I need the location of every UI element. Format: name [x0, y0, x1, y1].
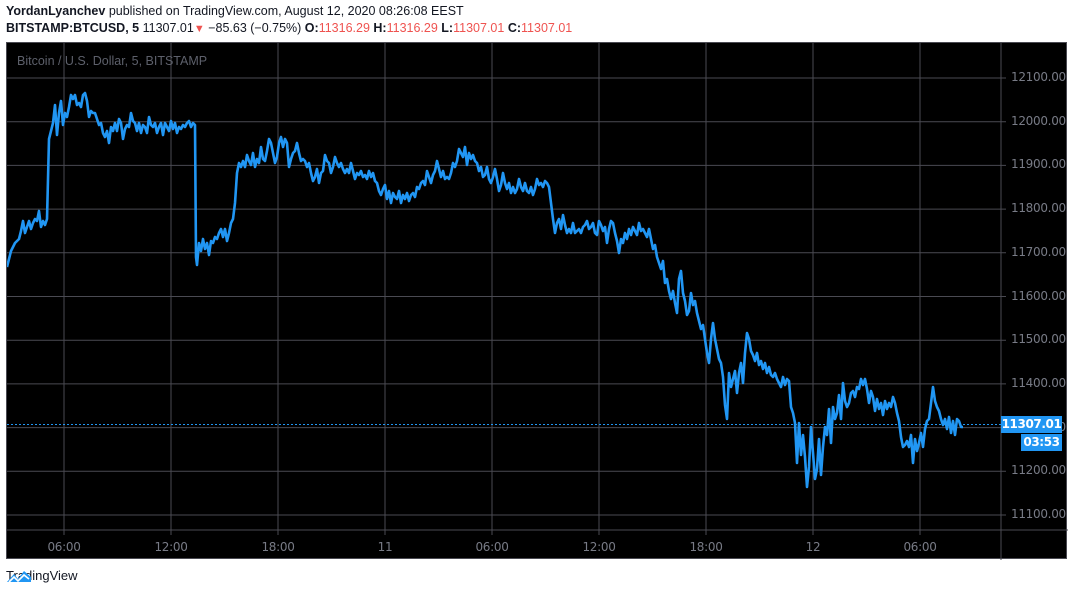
close-label: C:: [507, 21, 522, 35]
chart-panel[interactable]: Bitcoin / U.S. Dollar, 5, BITSTAMP 12100…: [6, 42, 1068, 560]
price-change: −85.63 (−0.75%): [208, 21, 302, 35]
price-tick-label: 11600.00: [1011, 288, 1066, 303]
price-chart[interactable]: [7, 43, 1068, 560]
high-label: H:: [373, 21, 387, 35]
price-tick-label: 11200.00: [1011, 463, 1066, 478]
price-line: [7, 91, 963, 489]
time-tick-label: 06:00: [903, 540, 937, 554]
price-tick-label: 11800.00: [1011, 201, 1066, 216]
price-tick-label: 12000.00: [1011, 113, 1066, 128]
symbol-label: BITSTAMP:BTCUSD, 5: [6, 21, 140, 35]
countdown-badge: 03:53: [1021, 434, 1062, 451]
price-tick-label: 11500.00: [1011, 332, 1066, 347]
open-label: O:: [304, 21, 319, 35]
last-price-badge: 11307.01: [1001, 416, 1062, 433]
time-tick-label: 12:00: [154, 540, 188, 554]
author-name[interactable]: YordanLyanchev: [6, 4, 106, 18]
price-tick-label: 11700.00: [1011, 244, 1066, 259]
time-tick-label: 06:00: [475, 540, 509, 554]
down-triangle-icon: ▼: [193, 23, 205, 35]
publish-info: YordanLyanchev published on TradingView.…: [6, 4, 464, 18]
published-text: published on TradingView.com, August 12,…: [105, 4, 464, 18]
time-tick-label: 11: [377, 540, 393, 554]
time-tick-label: 12:00: [582, 540, 616, 554]
price-tick-label: 11100.00: [1011, 507, 1066, 521]
price-tick-label: 11900.00: [1011, 157, 1066, 172]
time-tick-label: 12: [805, 540, 821, 554]
time-tick-label: 18:00: [261, 540, 295, 554]
price-tick-label: 11400.00: [1011, 375, 1066, 390]
time-tick-label: 18:00: [689, 540, 723, 554]
symbol-info: BITSTAMP:BTCUSD, 5 11307.01▼ −85.63 (−0.…: [6, 21, 572, 35]
tradingview-logo-icon: [7, 571, 31, 583]
chart-legend: Bitcoin / U.S. Dollar, 5, BITSTAMP: [17, 54, 208, 68]
low-label: L:: [441, 21, 454, 35]
last-price: 11307.01: [142, 21, 194, 35]
close-value: 11307.01: [521, 21, 573, 35]
low-value: 11307.01: [453, 21, 505, 35]
open-value: 11316.29: [318, 21, 370, 35]
price-tick-label: 12100.00: [1011, 70, 1066, 84]
footer-brand[interactable]: TradingView: [6, 568, 78, 583]
high-value: 11316.29: [386, 21, 438, 35]
time-tick-label: 06:00: [47, 540, 81, 554]
